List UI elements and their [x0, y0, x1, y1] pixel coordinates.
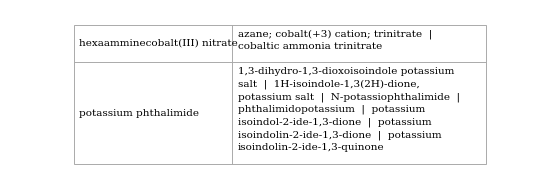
Text: 1,3-dihydro-1,3-dioxoisoindole potassium
salt  |  1H-isoindole-1,3(2H)-dione,
po: 1,3-dihydro-1,3-dioxoisoindole potassium… — [238, 67, 460, 152]
Text: potassium phthalimide: potassium phthalimide — [79, 109, 199, 118]
Text: azane; cobalt(+3) cation; trinitrate  |
cobaltic ammonia trinitrate: azane; cobalt(+3) cation; trinitrate | c… — [238, 30, 432, 51]
Text: hexaamminecobalt(III) nitrate: hexaamminecobalt(III) nitrate — [79, 39, 238, 48]
